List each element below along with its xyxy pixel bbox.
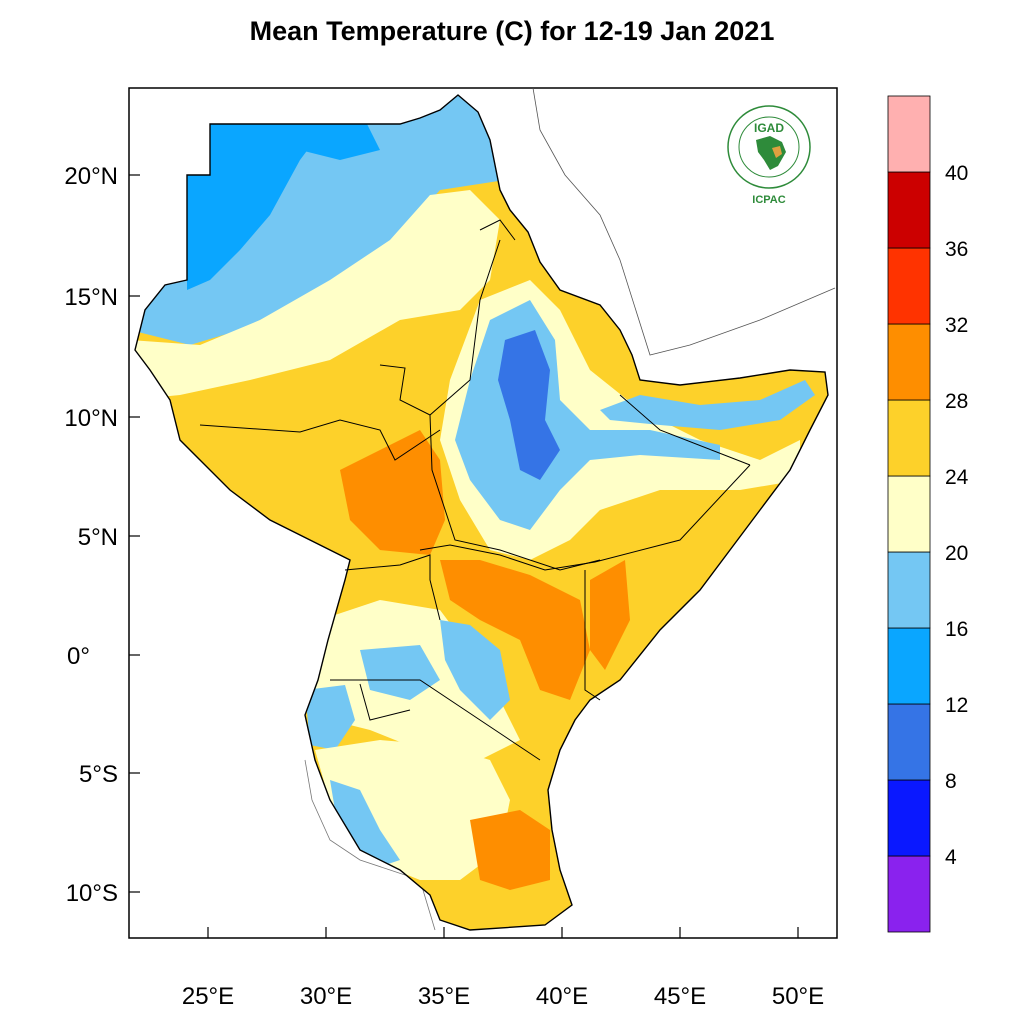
colorbar-label-4: 4 (945, 846, 957, 869)
border-southsudan-ethiopia (429, 414, 601, 571)
zone-hot-southsudan (340, 430, 445, 555)
border-kenya-tanzania (330, 679, 541, 761)
zone-cool-somaliland (600, 380, 815, 430)
colorbar-label-28: 28 (945, 390, 968, 413)
lon-label-35e: 35°E (418, 983, 470, 1010)
zone-hot-tanzania (470, 810, 550, 890)
colorbar-swatch-7 (887, 323, 931, 401)
zone-lake-victoria (360, 645, 440, 700)
zone-hot-somalia (590, 560, 630, 670)
colorbar-swatch-4 (887, 551, 931, 629)
lon-label-30e: 30°E (300, 983, 352, 1010)
colorbar-label-40: 40 (945, 162, 968, 185)
colorbar-swatch-0 (887, 855, 931, 933)
colorbar-swatch-1 (887, 779, 931, 857)
border-lake-region (359, 683, 411, 721)
icpac-logo: IGAD ICPAC (727, 105, 811, 206)
region-highlight-icon (772, 146, 782, 158)
logo-icpac-text: ICPAC (752, 194, 785, 206)
logo-igad-text: IGAD (754, 121, 784, 135)
colorbar-label-20: 20 (945, 542, 968, 565)
colorbar-label-12: 12 (945, 694, 968, 717)
colorbar-swatch-2 (887, 703, 931, 781)
border-uganda-north (344, 554, 441, 621)
colorbar-label-32: 32 (945, 314, 968, 337)
colorbar-swatch-10 (887, 95, 931, 173)
colorbar-label-16: 16 (945, 618, 968, 641)
axis-ticks (129, 174, 799, 938)
border-kenya-somalia (584, 570, 601, 701)
colorbar: 4 8 12 16 20 24 28 32 36 40 (887, 95, 969, 933)
lat-label-20n: 20°N (64, 163, 118, 190)
colorbar-label-24: 24 (945, 466, 969, 489)
lat-label-5s: 5°S (79, 761, 118, 788)
colorbar-swatch-8 (887, 247, 931, 325)
lon-label-25e: 25°E (182, 983, 234, 1010)
zone-mild-sudan (135, 190, 500, 400)
colorbar-swatch-3 (887, 627, 931, 705)
zone-hot-kenya (440, 560, 590, 700)
border-ethiopia-kenya (419, 464, 751, 571)
africa-icon (756, 136, 786, 170)
country-borders (199, 219, 751, 761)
lat-label-10s: 10°S (66, 880, 118, 907)
colorbar-swatch-9 (887, 171, 931, 249)
zone-cool-kenya-highlands (440, 620, 510, 720)
map-title: Mean Temperature (C) for 12-19 Jan 2021 (249, 16, 775, 46)
border-sudan-southsudan (199, 419, 441, 461)
lat-label-10n: 10°N (64, 405, 118, 432)
lon-label-40e: 40°E (536, 983, 588, 1010)
lon-label-45e: 45°E (654, 983, 706, 1010)
arabia-coastline (532, 87, 836, 356)
lat-label-15n: 15°N (64, 284, 118, 311)
lon-label-50e: 50°E (772, 983, 824, 1010)
zone-colder-ethiopia (498, 330, 560, 480)
colorbar-swatch-5 (887, 475, 931, 553)
zone-cold-northwest (187, 120, 330, 290)
border-eritrea (479, 219, 516, 241)
colorbar-label-8: 8 (945, 770, 957, 793)
zone-cool-rwanda (305, 685, 355, 750)
lat-label-0: 0° (67, 643, 90, 670)
lat-label-5n: 5°N (78, 524, 118, 551)
border-somaliland (619, 394, 751, 466)
colorbar-label-36: 36 (945, 238, 968, 261)
colorbar-swatch-6 (887, 399, 931, 477)
